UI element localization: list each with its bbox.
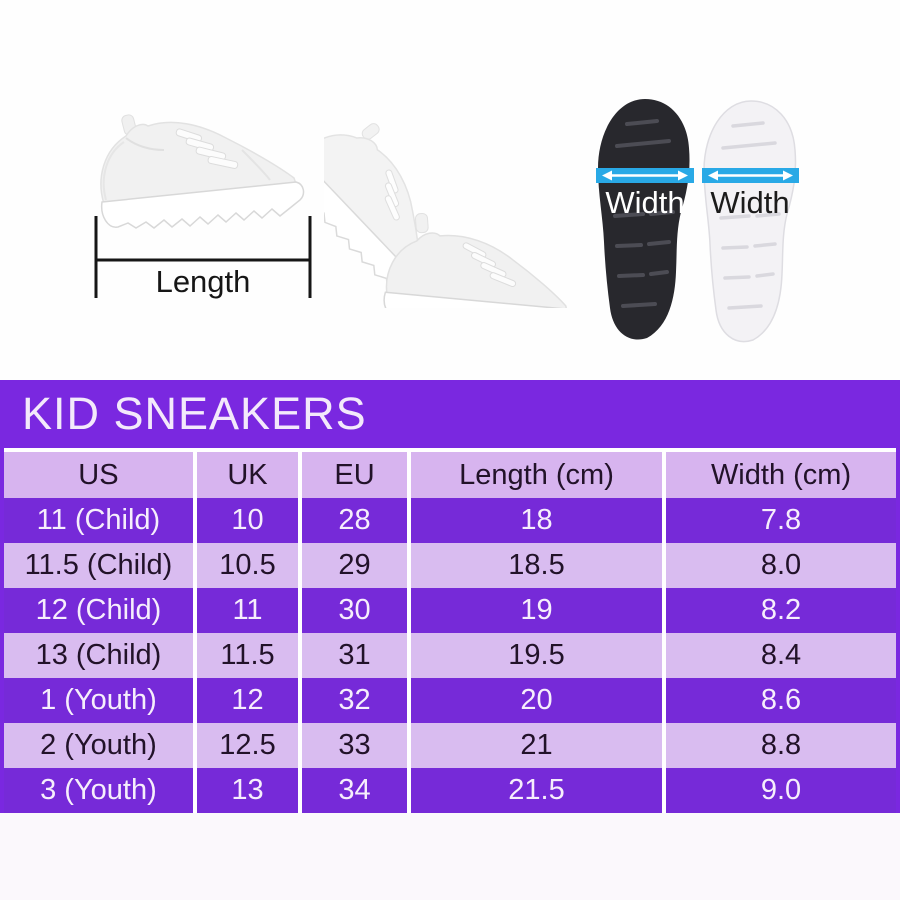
table-cell: 19 [406, 588, 665, 633]
product-photo-section: Length [0, 0, 900, 380]
size-table: US UK EU Length (cm) Width (cm) 11 (Child) 10… [4, 452, 896, 813]
table-row: 1 (Youth) 12 32 20 8.6 [4, 678, 896, 723]
side-view-sneaker-photo [100, 114, 305, 229]
table-cell: 29 [298, 543, 409, 588]
table-row: 11 (Child) 10 28 18 7.8 [4, 498, 896, 543]
column-header-us: US [4, 452, 195, 498]
table-row: 12 (Child) 11 30 19 8.2 [4, 588, 896, 633]
table-cell: 33 [298, 723, 409, 768]
title-banner: KID SNEAKERS [0, 380, 900, 448]
table-cell: 8.2 [662, 588, 896, 633]
table-cell: 18 [406, 498, 665, 543]
table-cell: 8.8 [662, 723, 896, 768]
collar-line [125, 137, 165, 151]
sneaker-pair-photo [324, 123, 574, 308]
table-cell: 11.5 (Child) [4, 543, 195, 588]
table-cell: 12 (Child) [4, 588, 195, 633]
table-cell: 12 [192, 678, 301, 723]
header-row: US UK EU Length (cm) Width (cm) [4, 452, 896, 498]
table-cell: 11.5 [192, 633, 301, 678]
table-cell: 31 [298, 633, 409, 678]
table-cell: 28 [298, 498, 409, 543]
table-cell: 19.5 [406, 633, 665, 678]
table-cell: 8.6 [662, 678, 896, 723]
length-measure-bracket: Length [94, 216, 312, 299]
table-cell: 2 (Youth) [4, 723, 195, 768]
table-cell: 11 [192, 588, 301, 633]
page-title: KID SNEAKERS [22, 388, 367, 439]
black-sole-tread [613, 119, 675, 308]
table-cell: 8.4 [662, 633, 896, 678]
column-header-length-cm: Length (cm) [406, 452, 665, 498]
width-arrow-icon [602, 170, 793, 181]
shoe-soles-photo: Width Width [596, 99, 799, 343]
table-cell: 21.5 [406, 768, 665, 813]
table-cell: 13 (Child) [4, 633, 195, 678]
table-cell: 9.0 [662, 768, 896, 813]
column-header-uk: UK [192, 452, 301, 498]
table-cell: 7.8 [662, 498, 896, 543]
size-table-body: 11 (Child) 10 28 18 7.8 11.5 (Child) 10.5 29 18.… [4, 498, 896, 813]
white-sole [703, 100, 797, 343]
table-row: 2 (Youth) 12.5 33 21 8.8 [4, 723, 896, 768]
table-cell: 8.0 [662, 543, 896, 588]
black-sole [598, 99, 690, 340]
table-cell: 10.5 [192, 543, 301, 588]
front-sneaker [383, 213, 574, 308]
heel-shading [102, 141, 125, 201]
banner-divider [4, 448, 896, 452]
table-cell: 13 [192, 768, 301, 813]
table-cell: 34 [298, 768, 409, 813]
table-cell: 11 (Child) [4, 498, 195, 543]
table-cell: 21 [406, 723, 665, 768]
column-header-width-cm: Width (cm) [662, 452, 896, 498]
table-cell: 30 [298, 588, 409, 633]
column-header-eu: EU [298, 452, 409, 498]
table-cell: 32 [298, 678, 409, 723]
width-label-left: Width [605, 185, 684, 220]
table-row: 13 (Child) 11.5 31 19.5 8.4 [4, 633, 896, 678]
footer-space [0, 813, 900, 900]
table-cell: 1 (Youth) [4, 678, 195, 723]
width-label-right: Width [710, 185, 789, 220]
toe-cap-line [241, 149, 271, 181]
size-table-header: US UK EU Length (cm) Width (cm) [4, 452, 896, 498]
back-sneaker [324, 123, 422, 296]
white-sole-tread [719, 121, 781, 310]
table-cell: 12.5 [192, 723, 301, 768]
table-row: 11.5 (Child) 10.5 29 18.5 8.0 [4, 543, 896, 588]
length-label: Length [156, 264, 251, 299]
table-cell: 10 [192, 498, 301, 543]
size-chart-section: KID SNEAKERS US UK EU Length (cm) Width (cm)… [0, 380, 900, 813]
laces [175, 128, 239, 169]
sneaker-sole [100, 181, 305, 229]
table-cell: 20 [406, 678, 665, 723]
table-row: 3 (Youth) 13 34 21.5 9.0 [4, 768, 896, 813]
table-cell: 18.5 [406, 543, 665, 588]
table-cell: 3 (Youth) [4, 768, 195, 813]
